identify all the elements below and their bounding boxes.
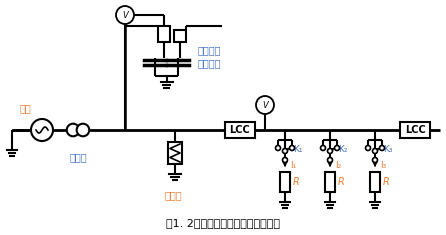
Circle shape [276,145,281,150]
Circle shape [321,145,326,150]
Text: 变压器: 变压器 [69,152,87,162]
Text: 入口电容: 入口电容 [198,58,222,68]
Text: R: R [383,177,390,187]
Bar [168,142,182,164]
Text: R: R [338,177,345,187]
Text: I₃: I₃ [380,161,386,169]
Circle shape [289,145,294,150]
Bar [325,172,335,192]
Bar [280,172,290,192]
Text: V: V [122,11,128,20]
Text: K₁: K₁ [293,145,302,153]
Text: I₁: I₁ [290,161,296,169]
Circle shape [327,149,333,153]
Text: V: V [262,101,268,110]
Circle shape [116,6,134,24]
Text: K₃: K₃ [383,145,392,153]
Circle shape [67,124,79,136]
Text: R: R [293,177,300,187]
Bar [400,122,430,138]
Circle shape [334,145,339,150]
Bar [174,30,186,42]
Bar [225,122,255,138]
Circle shape [256,96,274,114]
Text: 电源: 电源 [19,103,31,113]
Text: I₂: I₂ [335,161,341,169]
Circle shape [282,157,288,162]
Circle shape [77,124,89,136]
Circle shape [380,145,384,150]
Text: LCC: LCC [230,125,250,135]
Circle shape [282,149,288,153]
Bar [370,172,380,192]
Text: K₂: K₂ [338,145,347,153]
Text: LCC: LCC [405,125,425,135]
Circle shape [372,149,377,153]
Text: 避雷器: 避雷器 [164,190,182,200]
Circle shape [372,157,377,162]
Text: 系统等值: 系统等值 [198,45,222,55]
Circle shape [366,145,371,150]
Text: 圖1. 2次高頻熄弧仿真計算電路模型: 圖1. 2次高頻熄弧仿真計算電路模型 [166,218,280,228]
Circle shape [31,119,53,141]
Circle shape [327,157,333,162]
Bar [158,26,170,42]
